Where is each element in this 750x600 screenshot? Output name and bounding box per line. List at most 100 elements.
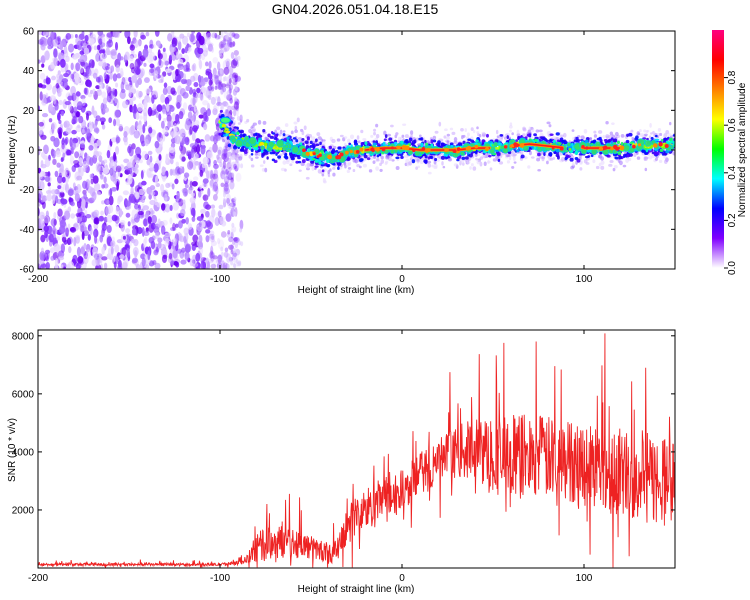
spectrogram-ridge-blob	[559, 152, 563, 156]
spectrogram-noise-blob	[198, 35, 205, 46]
spectrogram-noise-blob	[150, 210, 155, 215]
spectrogram-noise-blob	[193, 176, 199, 181]
spectrogram-noise-blob	[95, 162, 102, 173]
spectrogram-ridge-blob	[382, 141, 386, 146]
spectrogram-noise-blob	[96, 139, 102, 147]
spectrogram-noise-blob	[150, 222, 156, 230]
spectrogram-noise-blob	[39, 170, 46, 176]
spectrogram-noise-blob	[107, 65, 112, 75]
spectrogram-ridge-blob	[356, 164, 360, 168]
spectrogram-noise-blob	[148, 194, 152, 200]
spectrogram-noise-blob	[163, 60, 169, 66]
spectrogram-noise-blob	[233, 211, 237, 217]
spectrogram-noise-blob	[234, 86, 238, 92]
spectrogram-ridge-blob	[654, 134, 658, 138]
spectrogram-noise-blob	[205, 68, 212, 74]
spectrogram-noise-blob	[221, 47, 225, 53]
spectrogram-noise-blob	[219, 216, 226, 224]
spectrogram-noise-blob	[126, 200, 131, 207]
spectrogram-noise-blob	[217, 70, 221, 78]
spectrogram-noise-blob	[158, 153, 162, 161]
spectrogram-noise-blob	[58, 256, 65, 261]
spectrogram-noise-blob	[222, 159, 226, 169]
spectrogram-ridge-blob	[653, 151, 657, 156]
spectrogram-noise-blob	[142, 195, 146, 200]
spectrogram-ridge-blob	[225, 139, 228, 144]
spectrogram-ridge-blob	[470, 127, 474, 132]
spectrogram-noise-blob	[106, 74, 110, 81]
spectrogram-noise-blob	[58, 129, 62, 139]
spectrogram-noise-blob	[66, 149, 72, 156]
spectrogram-noise-blob	[53, 243, 60, 253]
spectrogram-noise-blob	[158, 56, 162, 66]
spectrogram-noise-blob	[119, 219, 126, 226]
spectrogram-ridge-blob	[325, 162, 328, 166]
spectrogram-ridge-blob	[593, 134, 598, 138]
spectrogram-noise-blob	[221, 165, 227, 176]
spectrogram-noise-blob	[134, 163, 139, 169]
spectrogram-noise-blob	[114, 88, 118, 97]
spectrogram-noise-blob	[70, 201, 75, 207]
spectrogram-ridge-blob	[257, 152, 261, 157]
spectrogram-noise-blob	[192, 262, 199, 268]
spectrogram-noise-blob	[138, 188, 144, 196]
spectrogram-ridge-blob	[337, 166, 340, 170]
spectrogram-noise-blob	[176, 102, 181, 110]
spectrogram-noise-blob	[98, 49, 106, 54]
spectrogram-noise-blob	[147, 250, 151, 261]
spectrogram-ridge-blob	[257, 149, 262, 153]
spectrogram-noise-blob	[199, 169, 204, 177]
spectrogram-ridge-blob	[296, 117, 300, 123]
spectrogram-noise-blob	[50, 189, 57, 195]
spectrogram-ridge-blob	[512, 153, 517, 157]
spectrogram-noise-blob	[43, 225, 49, 232]
spectrogram-noise-blob	[70, 227, 76, 232]
spectrogram-noise-blob	[168, 252, 173, 260]
spectrogram-noise-blob	[161, 133, 166, 142]
spectrogram-noise-blob	[143, 62, 147, 67]
spectrogram-ridge-blob	[291, 159, 295, 164]
spectrogram-noise-blob	[42, 38, 48, 47]
spectrogram-ridge-blob	[620, 134, 625, 138]
spectrogram-noise-blob	[73, 223, 79, 228]
spectrogram-noise-blob	[38, 263, 41, 269]
spectrogram-noise-blob	[56, 78, 62, 85]
spectrogram-noise-blob	[110, 49, 117, 56]
spectrogram-noise-blob	[167, 120, 171, 129]
spectrogram-noise-blob	[219, 69, 223, 75]
spectrogram-ridge-blob	[329, 168, 332, 172]
spectrogram-noise-blob	[165, 153, 169, 164]
spectrogram-ridge-blob	[509, 125, 513, 129]
spectrogram-noise-blob	[45, 77, 51, 85]
spectrogram-noise-blob	[131, 105, 138, 114]
spectrogram-ridge-blob	[298, 169, 302, 172]
spectrogram-ridge-blob	[613, 138, 618, 143]
spectrogram-noise-blob	[218, 239, 225, 250]
spectrogram-noise-blob	[191, 241, 197, 246]
spectrogram-noise-blob	[149, 51, 156, 62]
spectrogram-noise-blob	[210, 173, 216, 181]
spectrogram-noise-blob	[191, 132, 196, 142]
spectrogram-ridge-blob	[639, 128, 642, 133]
spectrogram-noise-blob	[214, 96, 219, 101]
spectrogram-noise-blob	[82, 198, 86, 209]
spectrogram-ridge-blob	[548, 152, 553, 157]
spectrogram-noise-blob	[56, 73, 60, 79]
spectrogram-ridge-blob	[571, 129, 575, 132]
spectrogram-ridge-blob	[346, 138, 351, 144]
spectrogram-noise-blob	[70, 73, 75, 80]
spectrogram-ridge-blob	[641, 134, 646, 138]
spectrogram-noise-blob	[211, 208, 216, 218]
spectrogram-noise-blob	[111, 214, 118, 222]
spectrogram-ridge-blob	[383, 130, 387, 136]
spectrogram-ridge-blob	[319, 141, 322, 146]
spectrogram-ridge-blob	[516, 129, 520, 135]
spectrogram-ridge-blob	[269, 151, 274, 155]
spectrogram-noise-blob	[159, 137, 164, 148]
spectrogram-noise-blob	[83, 47, 90, 55]
spectrogram-noise-blob	[64, 55, 70, 63]
spectrogram-ridge-blob	[627, 157, 632, 162]
spectrogram-noise-blob	[69, 155, 75, 166]
spectrogram-ridge-blob	[332, 172, 336, 177]
spectrogram-ridge-blob	[663, 155, 667, 159]
